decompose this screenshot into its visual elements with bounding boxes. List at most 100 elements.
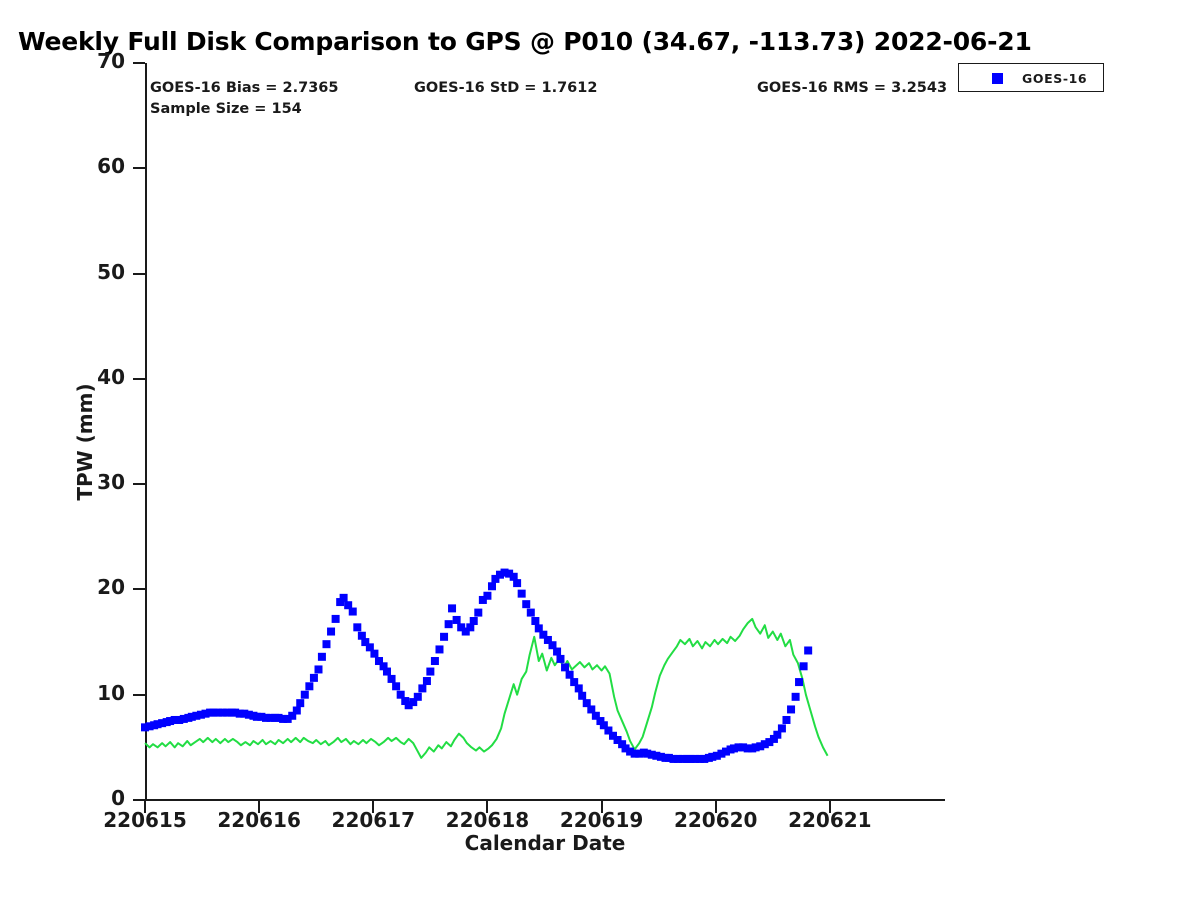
goes16-data-point	[578, 691, 587, 700]
goes16-data-point	[570, 678, 579, 687]
goes16-data-point	[145, 722, 154, 731]
goes16-data-point	[630, 749, 639, 758]
goes16-data-point	[440, 632, 449, 641]
goes16-data-point	[305, 682, 314, 691]
goes16-scatter-series	[141, 568, 813, 763]
goes16-data-point	[418, 684, 427, 693]
goes16-data-point	[231, 708, 240, 717]
goes16-data-point	[474, 608, 483, 617]
goes16-data-point	[626, 747, 635, 756]
goes16-data-point	[695, 754, 704, 763]
goes16-data-point	[596, 717, 605, 726]
goes16-data-point	[495, 570, 504, 579]
x-tick-label: 220618	[445, 808, 530, 832]
goes16-data-point	[240, 709, 249, 718]
goes16-data-point	[309, 673, 318, 682]
x-tick-label: 220621	[788, 808, 872, 832]
goes16-data-point	[296, 699, 305, 708]
goes16-data-point	[478, 595, 487, 604]
goes16-data-point	[782, 715, 791, 724]
y-tick-mark	[133, 588, 145, 591]
goes16-data-point	[721, 747, 730, 756]
goes16-data-point	[300, 690, 309, 699]
goes16-data-point	[218, 708, 227, 717]
y-tick-mark	[133, 62, 145, 64]
goes16-data-point	[500, 568, 509, 577]
goes16-data-point	[235, 709, 244, 718]
goes16-data-point	[214, 708, 223, 717]
goes16-data-point	[669, 754, 678, 763]
y-tick-mark	[133, 483, 145, 486]
goes16-data-point	[196, 710, 205, 719]
stat-std: GOES-16 StD = 1.7612	[414, 80, 598, 96]
goes16-data-point	[175, 715, 184, 724]
goes16-data-point	[751, 743, 760, 752]
goes16-data-point	[279, 714, 288, 723]
goes16-data-point	[452, 615, 461, 624]
x-tick-mark	[828, 801, 831, 813]
y-tick-label: 0	[111, 786, 125, 810]
goes16-data-point	[708, 752, 717, 761]
goes16-data-point	[483, 591, 492, 600]
goes16-data-point	[274, 713, 283, 722]
goes16-data-point	[582, 699, 591, 708]
y-tick-label: 70	[97, 49, 125, 73]
goes16-data-point	[201, 709, 210, 718]
goes16-data-point	[787, 705, 796, 714]
goes16-data-point	[674, 754, 683, 763]
goes16-data-point	[556, 654, 565, 663]
x-tick-mark	[714, 801, 717, 813]
goes16-data-point	[686, 754, 695, 763]
goes16-data-point	[729, 744, 738, 753]
goes16-data-point	[244, 710, 253, 719]
stat-bias: GOES-16 Bias = 2.7365	[150, 80, 339, 96]
goes16-data-point	[712, 751, 721, 760]
goes16-data-point	[487, 582, 496, 591]
x-tick-label: 220619	[559, 808, 644, 832]
y-tick-label: 60	[97, 154, 125, 179]
goes16-data-point	[158, 719, 167, 728]
x-tick-label: 220617	[331, 808, 416, 832]
y-tick-label: 50	[97, 259, 125, 284]
goes16-data-point	[548, 641, 557, 650]
legend-box: GOES-16	[958, 63, 1104, 92]
goes16-data-point	[604, 726, 613, 735]
goes16-data-point	[288, 711, 297, 720]
x-tick-mark	[372, 801, 375, 813]
gps-line-series	[144, 617, 829, 759]
x-axis-line	[145, 799, 945, 801]
goes16-data-point	[469, 617, 478, 626]
goes16-data-point	[565, 670, 574, 679]
goes16-data-point	[257, 712, 266, 721]
goes16-data-point	[374, 657, 383, 666]
goes16-data-point	[430, 657, 439, 666]
goes16-data-point	[522, 600, 531, 609]
x-axis-label: Calendar Date	[464, 831, 626, 855]
goes16-data-point	[591, 711, 600, 720]
stat-rms: GOES-16 RMS = 3.2543	[757, 80, 948, 96]
x-tick-mark	[258, 801, 261, 813]
y-tick-label: 20	[97, 575, 125, 600]
goes16-data-point	[635, 749, 644, 758]
goes16-data-point	[773, 730, 782, 739]
x-tick-label: 220615	[103, 808, 187, 832]
goes16-data-point	[461, 627, 470, 636]
goes16-data-point	[192, 711, 201, 720]
y-tick-label: 40	[97, 364, 125, 389]
x-tick-mark	[144, 801, 146, 813]
goes16-data-point	[361, 638, 370, 647]
x-tick-mark	[600, 801, 603, 813]
goes16-data-point	[314, 665, 323, 674]
y-tick-mark	[133, 693, 145, 696]
goes16-data-point	[517, 589, 526, 598]
page-title: Weekly Full Disk Comparison to GPS @ P01…	[18, 27, 1032, 56]
goes16-data-point	[336, 598, 345, 607]
goes16-data-point	[765, 738, 774, 747]
goes16-data-point	[396, 690, 405, 699]
goes16-data-point	[652, 751, 661, 760]
goes16-data-point	[734, 743, 743, 752]
goes16-data-point	[643, 749, 652, 758]
goes16-data-point	[292, 706, 301, 715]
